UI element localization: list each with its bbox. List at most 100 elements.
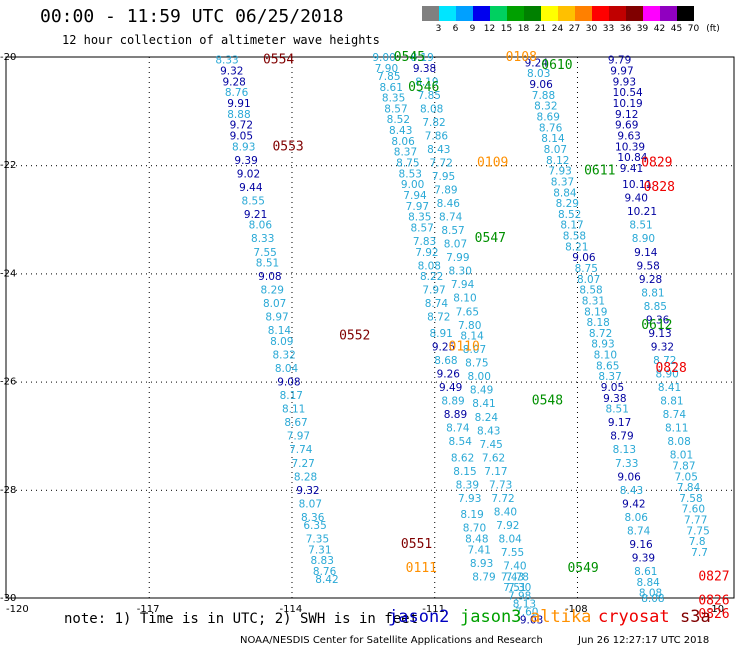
grid-dot bbox=[141, 165, 142, 167]
grid-dot bbox=[576, 302, 578, 303]
grid-dot bbox=[336, 489, 337, 491]
grid-dot bbox=[434, 477, 436, 478]
grid-dot bbox=[326, 273, 327, 275]
grid-dot bbox=[531, 489, 532, 491]
grid-dot bbox=[221, 489, 222, 491]
wave-height-value: 8.37 bbox=[598, 371, 621, 383]
grid-dot bbox=[591, 165, 592, 167]
grid-dot bbox=[471, 165, 472, 167]
grid-dot bbox=[148, 477, 150, 478]
grid-dot bbox=[434, 422, 436, 423]
grid-dot bbox=[501, 165, 502, 167]
grid-dot bbox=[616, 165, 617, 167]
grid-dot bbox=[148, 162, 150, 163]
grid-dot bbox=[434, 567, 436, 568]
wave-height-value: 9.32 bbox=[220, 66, 243, 78]
grid-dot bbox=[476, 489, 477, 491]
grid-dot bbox=[576, 273, 577, 275]
wave-height-value: 8.74 bbox=[446, 423, 470, 435]
wave-height-value: 8.51 bbox=[606, 404, 629, 416]
grid-dot bbox=[148, 597, 150, 598]
grid-dot bbox=[421, 381, 422, 383]
grid-dot bbox=[291, 192, 293, 193]
wave-height-value: 8.43 bbox=[389, 125, 412, 137]
wave-height-value: 9.41 bbox=[620, 163, 643, 175]
grid-dot bbox=[434, 92, 436, 93]
grid-dot bbox=[434, 522, 436, 523]
grid-dot bbox=[711, 165, 712, 167]
grid-dot bbox=[676, 381, 677, 383]
grid-dot bbox=[196, 381, 197, 383]
wave-height-value: 8.17 bbox=[560, 220, 583, 232]
grid-dot bbox=[701, 489, 702, 491]
wave-height-value: 8.13 bbox=[513, 598, 536, 610]
grid-dot bbox=[296, 165, 297, 167]
grid-dot bbox=[291, 57, 293, 58]
grid-dot bbox=[576, 457, 578, 458]
grid-dot bbox=[431, 273, 432, 275]
grid-dot bbox=[576, 157, 578, 158]
grid-dot bbox=[131, 381, 132, 383]
grid-dot bbox=[71, 273, 72, 275]
grid-dot bbox=[291, 367, 293, 368]
grid-dot bbox=[148, 512, 150, 513]
grid-dot bbox=[136, 489, 137, 491]
grid-dot bbox=[434, 262, 436, 263]
grid-dot bbox=[311, 273, 312, 275]
grid-dot bbox=[41, 381, 42, 383]
wave-height-value: 8.57 bbox=[410, 222, 433, 234]
grid-dot bbox=[496, 165, 497, 167]
wave-height-value: 8.79 bbox=[472, 571, 495, 583]
grid-dot bbox=[656, 273, 657, 275]
grid-dot bbox=[351, 489, 352, 491]
pass-time-label: 0111 bbox=[406, 561, 437, 576]
legend-label: 27 bbox=[568, 24, 581, 34]
grid-dot bbox=[41, 273, 42, 275]
grid-dot bbox=[226, 381, 227, 383]
wave-height-value: 9.08 bbox=[277, 377, 300, 389]
grid-dot bbox=[434, 142, 436, 143]
grid-dot bbox=[191, 273, 192, 275]
grid-dot bbox=[621, 381, 622, 383]
grid-dot bbox=[191, 489, 192, 491]
grid-dot bbox=[576, 462, 578, 463]
grid-dot bbox=[291, 167, 293, 168]
grid-dot bbox=[148, 457, 150, 458]
grid-dot bbox=[16, 381, 17, 383]
grid-dot bbox=[434, 562, 436, 563]
grid-dot bbox=[21, 489, 22, 491]
wave-height-value: 8.30 bbox=[449, 266, 472, 278]
grid-dot bbox=[576, 432, 578, 433]
grid-dot bbox=[291, 217, 293, 218]
lon-tick-label: -114 bbox=[279, 604, 302, 615]
grid-dot bbox=[316, 165, 317, 167]
pass-time-label: 0547 bbox=[475, 231, 506, 246]
grid-dot bbox=[456, 165, 457, 167]
grid-dot bbox=[576, 417, 578, 418]
legend-label: 70 bbox=[687, 24, 700, 34]
grid-dot bbox=[716, 381, 717, 383]
grid-dot bbox=[441, 489, 442, 491]
grid-dot bbox=[576, 362, 578, 363]
grid-dot bbox=[291, 177, 293, 178]
grid-dot bbox=[446, 273, 447, 275]
grid-dot bbox=[434, 462, 436, 463]
wave-height-value: 8.08 bbox=[641, 593, 664, 605]
legend-label: 39 bbox=[636, 24, 649, 34]
grid-dot bbox=[434, 582, 436, 583]
grid-dot bbox=[606, 165, 607, 167]
wave-height-value: 7.77 bbox=[684, 515, 707, 527]
grid-dot bbox=[291, 362, 293, 363]
grid-dot bbox=[148, 292, 150, 293]
grid-dot bbox=[201, 165, 202, 167]
wave-height-value: 7.87 bbox=[672, 460, 695, 472]
wave-height-value: 9.08 bbox=[258, 271, 281, 283]
grid-dot bbox=[556, 381, 557, 383]
grid-dot bbox=[686, 489, 687, 491]
wave-height-value: 9.42 bbox=[622, 498, 645, 510]
grid-dot bbox=[416, 381, 417, 383]
grid-dot bbox=[266, 381, 267, 383]
grid-dot bbox=[434, 552, 436, 553]
grid-dot bbox=[691, 489, 692, 491]
